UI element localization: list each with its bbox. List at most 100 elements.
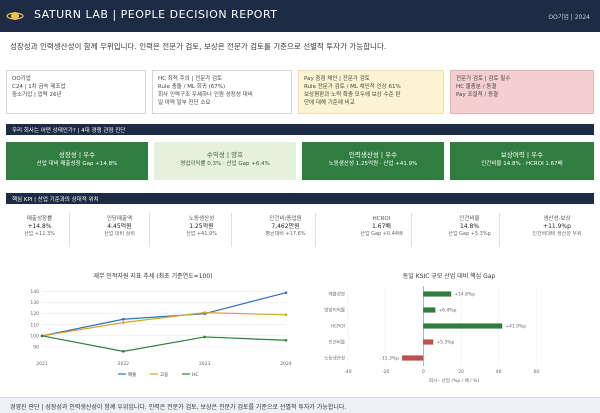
gap-bar <box>423 307 436 313</box>
metric-delta: 인건비대비 생산성 우위 <box>532 231 582 237</box>
metric-tile: 인건비/종업원 7,462만원 평균대비 +17.6% <box>256 213 316 247</box>
x-tick-label: 60 <box>533 369 539 375</box>
report-meta: OO기업 | 2024 <box>548 14 590 21</box>
data-point <box>122 321 125 324</box>
y-tick-label: 110 <box>30 322 39 328</box>
metric-tile: 인건비율 14.8% 산업 Gap +5.3%p <box>440 213 500 247</box>
metric-value: 4.45억원 <box>107 223 132 230</box>
category-label: 영업이익률 <box>324 307 345 314</box>
card-line: Rule 전문가 검토 / ML 체인적 인상 61% <box>304 84 401 90</box>
card-line: C24 | 1차 금속 제조업 <box>12 84 66 90</box>
hc-decision-card: HC 최적 주의 | 전문가 검토 Rule 충돌 / ML 회귀 (67%) … <box>152 70 292 114</box>
y-tick-label: 100 <box>30 333 39 339</box>
series-line <box>41 335 287 352</box>
metric-value: 1.25억원 <box>189 223 214 230</box>
kpi-title: 보상여력 | 우수 <box>500 151 544 159</box>
pay-decision-card: Pay 중점 체인 | 전문가 검토 Rule 전문가 검토 / ML 체인적 … <box>298 70 444 114</box>
bar-value-label: +14.8%p <box>454 292 475 298</box>
metric-value: 14.8% <box>459 223 480 230</box>
kpi-title: 성장성 | 우수 <box>58 151 96 159</box>
category-label: 인건비율 <box>328 339 345 346</box>
metric-name: 노동생산성 <box>188 216 215 222</box>
bar-value-label: +6.4%p <box>438 308 456 314</box>
metric-value: 7,462만원 <box>271 223 300 230</box>
metric-value: +11.9%p <box>543 223 571 230</box>
y-tick-label: 130 <box>30 300 39 306</box>
kpi-compensation: 보상여력 | 우수 인건비율 14.8% · HCROI 1.67배 <box>450 142 594 180</box>
x-tick-label: 20 <box>458 369 464 375</box>
category-label: HCROI <box>330 324 345 330</box>
gap-bar <box>423 339 434 345</box>
kpi-subtitle: 인건비율 14.8% · HCROI 1.67배 <box>481 161 563 167</box>
metric-delta: 산업 대비 상위 <box>104 231 135 237</box>
metric-tile: 노동생산성 1.25억원 산업 +41.9% <box>172 213 232 247</box>
data-point <box>122 350 125 353</box>
gap-bar-chart: 동일 KSIC 규모 산업 대비 핵심 Gap -40 -20 0 20 40 60 매출… <box>324 272 539 384</box>
gap-bar <box>423 291 452 297</box>
data-point <box>122 317 125 321</box>
card-line: 중소기업 | 업력 26년 <box>12 92 62 98</box>
bar-value-label: +5.3%p <box>436 340 454 346</box>
card-line: Pay 중점 체인 | 전문가 검토 <box>304 76 370 82</box>
x-tick-label: 2023 <box>199 361 211 367</box>
x-axis-label: 회사 - 산업 (%p / 배 / %) <box>429 377 480 384</box>
executive-summary: 성장성과 인력생산성이 함께 우위입니다. 인력은 전문가 검토, 보상은 전문… <box>10 42 387 51</box>
metric-tile: 생산성-보상 +11.9%p 인건비대비 생산성 우위 <box>520 213 594 247</box>
metric-name: 생산성-보상 <box>543 216 571 222</box>
card-line: OO기업 <box>12 76 31 82</box>
card-line: 단에 대해 기준에 비교 <box>304 100 355 106</box>
kpi-subtitle: 노동생산성 1.25억원 · 산업 +41.9% <box>328 161 418 167</box>
metric-delta: 산업 +41.9% <box>186 231 217 237</box>
metric-delta: 산업 +11.3% <box>24 231 55 237</box>
series-line <box>41 311 287 337</box>
x-tick-label: 2024 <box>280 361 292 367</box>
kpi-productivity: 인력생산성 | 우수 노동생산성 1.25억원 · 산업 +41.9% <box>302 142 444 180</box>
card-line: 보상평판과 노력 확충 모두에 보상 수준 판 <box>304 92 401 98</box>
legend-label: 고용 <box>160 372 168 378</box>
kpi-growth: 성장성 | 우수 산업 대비 매출성장 Gap +14.8% <box>6 142 148 180</box>
kpi-subtitle: 영업이익률 0.3% · 산업 Gap +6.4% <box>180 161 270 167</box>
data-point <box>284 338 288 342</box>
gap-bar <box>402 355 424 361</box>
data-point <box>203 311 206 314</box>
card-line: 일 여력 일부 진단 소요 <box>158 100 211 106</box>
card-line: Rule 충돌 / ML 회귀 (67%) <box>158 84 226 90</box>
metric-tile: HCROI 1.67배 산업 Gap +0.44배 <box>352 213 412 247</box>
metric-value: +14.8% <box>27 223 52 230</box>
y-tick-label: 140 <box>30 289 39 295</box>
legend-label: HC <box>192 372 199 378</box>
bar-value-label: +41.9%p <box>505 324 526 330</box>
metric-delta: 산업 Gap +0.44배 <box>360 231 403 237</box>
saturn-logo-icon <box>6 12 24 20</box>
metric-name: 인건비율 <box>459 216 480 222</box>
card-line: Pay 조절적 / 동결 <box>456 92 499 98</box>
category-label: 노동생산성 <box>324 355 345 362</box>
kpi-subtitle: 산업 대비 매출성장 Gap +14.8% <box>36 161 118 167</box>
executive-judgment-footer: 경영진 판단 | 성장성과 인력생산성이 함께 우위입니다. 인력은 전문가 검… <box>0 397 600 413</box>
metric-delta: 산업 Gap +5.3%p <box>448 231 491 237</box>
data-point <box>40 334 44 338</box>
legend-label: 매출 <box>128 371 136 378</box>
metrics-section-title: 핵심 KPI | 산업 기준과의 상대적 위치 <box>6 193 594 204</box>
x-tick-label: 0 <box>422 369 425 375</box>
x-tick-label: -20 <box>382 369 389 375</box>
card-line: HC 불충분 / 동결 <box>456 84 497 90</box>
positioning-section-title: 우리 회사는 어떤 상태인가? | 4대 경쟁 관점 진단 <box>6 124 594 135</box>
gap-bar <box>423 323 503 329</box>
metric-tile: 매출성장률 +14.8% 산업 +11.3% <box>10 213 70 247</box>
metric-name: 매출성장률 <box>26 216 53 222</box>
kpi-title: 인력생산성 | 우수 <box>348 151 398 159</box>
kpi-profitability: 수익성 | 양호 영업이익률 0.3% · 산업 Gap +6.4% <box>154 142 296 180</box>
trend-line-chart: 재무 인적자원 지표 추세 (최초 기준연도=100) 90 100 110 120 1… <box>30 272 292 378</box>
metric-tile: 인당매출액 4.45억원 산업 대비 상위 <box>90 213 150 247</box>
x-tick-label: -40 <box>344 369 351 375</box>
expert-review-card: 전문가 검토 | 검토 필수 HC 불충분 / 동결 Pay 조절적 / 동결 <box>450 70 594 114</box>
metric-name: 인당매출액 <box>106 216 133 222</box>
report-header: SATURN LAB | PEOPLE DECISION REPORT OO기업… <box>0 0 600 32</box>
data-point <box>284 291 288 294</box>
category-label: 매출성장 <box>328 291 345 298</box>
chart-title: 재무 인적자원 지표 추세 (최초 기준연도=100) <box>93 272 212 280</box>
x-tick-label: 40 <box>496 369 502 375</box>
bar-value-label: -11.3%p <box>380 356 399 362</box>
data-point <box>284 313 288 317</box>
